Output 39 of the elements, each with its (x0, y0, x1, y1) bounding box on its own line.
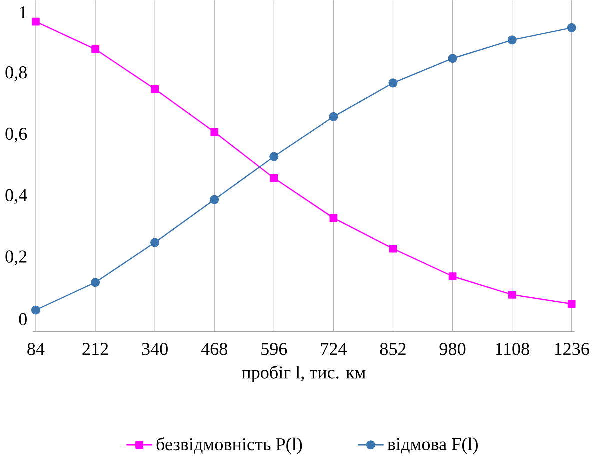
x-tick-label: 1236 (555, 343, 590, 356)
y-tick-label: 0,6 (6, 128, 28, 143)
y-tick-label: 0,8 (6, 66, 27, 82)
x-tick-label: 468 (201, 343, 228, 356)
point (329, 112, 338, 122)
point (448, 54, 458, 64)
point (151, 85, 159, 94)
x-tick-label: 852 (380, 343, 406, 356)
y-tick-label: 0,4 (6, 189, 28, 204)
point (210, 195, 220, 204)
point (270, 174, 278, 182)
legend-label: відмова F(l) (388, 438, 478, 454)
point (90, 278, 100, 288)
point (330, 214, 338, 222)
x-axis-title: пробіг l, тис. км (242, 366, 366, 383)
point (448, 272, 457, 281)
point (567, 24, 576, 33)
point (508, 36, 517, 45)
point (150, 238, 160, 248)
x-tick-label: 1108 (496, 343, 530, 356)
point (210, 128, 219, 136)
legend-label: безвідмовність P(l) (156, 438, 302, 454)
point (568, 300, 576, 308)
x-tick-label: 980 (440, 343, 466, 356)
y-tick-label: 0,2 (6, 250, 27, 266)
x-tick-label: 596 (262, 343, 288, 356)
x-tick-label: 84 (28, 343, 45, 356)
point (388, 78, 398, 88)
point (32, 18, 40, 26)
point (270, 152, 279, 162)
x-tick-label: 340 (142, 343, 168, 356)
x-tick-label: 212 (82, 343, 108, 356)
x-tick-label: 724 (321, 343, 347, 356)
point (92, 46, 100, 54)
point (389, 245, 398, 253)
point (31, 306, 41, 315)
y-tick-label: 0 (19, 313, 27, 326)
point (508, 291, 516, 299)
y-tick-label: 1 (20, 6, 27, 19)
